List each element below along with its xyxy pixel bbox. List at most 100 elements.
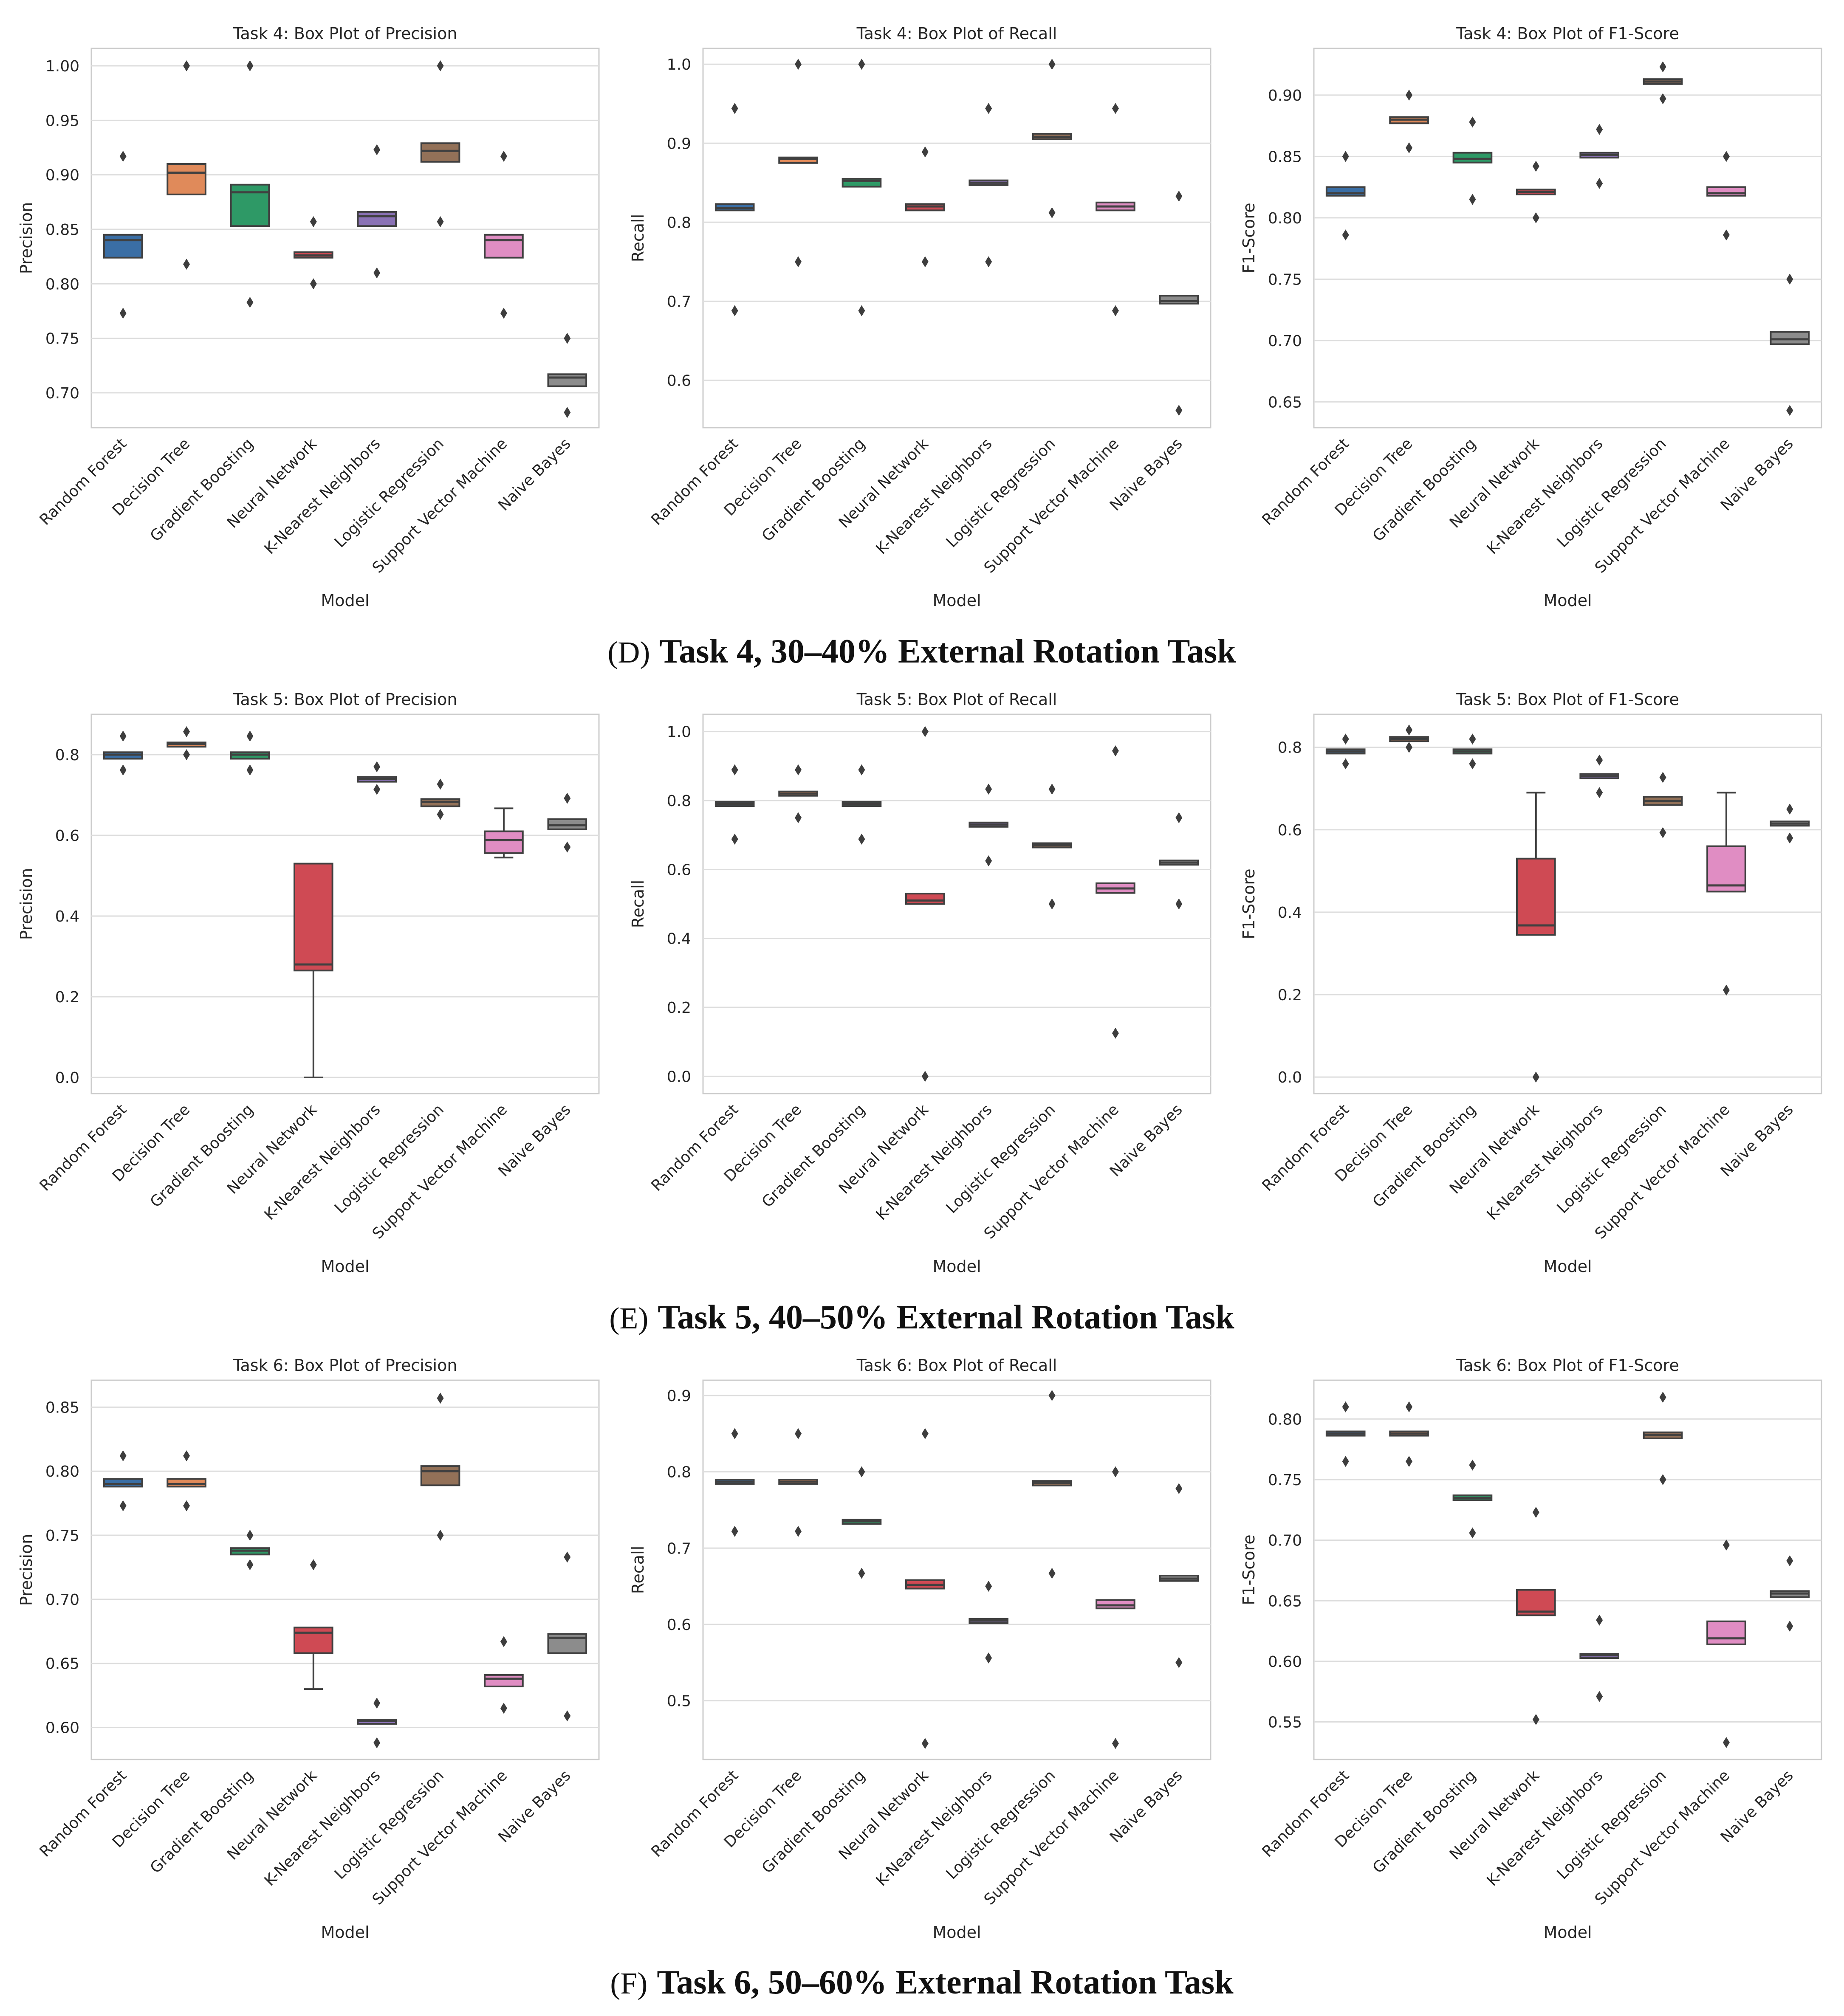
outlier-point xyxy=(1048,59,1056,70)
x-tick-label: Gradient Boosting xyxy=(1370,1767,1480,1877)
y-tick-label: 0.6 xyxy=(667,861,691,879)
box-6 xyxy=(1096,103,1135,316)
x-tick-label: Random Forest xyxy=(36,1101,130,1195)
panel-caption: (E) Task 5, 40–50% External Rotation Task xyxy=(609,1299,1234,1336)
box-7 xyxy=(547,333,587,418)
figure-row: 0.60 0.65 0.70 0.75 0.80 0.85 Task 6: Box Plot… xyxy=(17,1356,1822,2001)
outlier-point xyxy=(437,216,444,228)
x-axis-label: Model xyxy=(932,591,981,610)
outlier-point xyxy=(985,103,992,114)
y-tick-label: 0.4 xyxy=(55,908,79,925)
outlier-point xyxy=(246,296,254,308)
outlier-point xyxy=(858,833,865,845)
chart-title: Task 5: Box Plot of Precision xyxy=(233,690,457,709)
x-tick-label: Logistic Regression xyxy=(331,1101,447,1217)
box-6 xyxy=(1096,1466,1135,1749)
outlier-point xyxy=(1112,1466,1119,1477)
outlier-point xyxy=(1659,827,1666,838)
outlier-point xyxy=(795,812,802,823)
outlier-point xyxy=(795,1525,802,1537)
x-tick-label: Random Forest xyxy=(1259,435,1353,529)
outlier-point xyxy=(246,764,254,776)
chart-panel: 0.0 0.2 0.4 0.6 0.8 1.0 Task 5: Box Plot of Re… xyxy=(629,690,1211,1276)
chart-title: Task 6: Box Plot of Recall xyxy=(856,1356,1057,1375)
y-axis-label: Precision xyxy=(17,1534,36,1606)
outlier-point xyxy=(500,307,507,319)
box-iqr xyxy=(420,1465,460,1486)
box-3 xyxy=(294,863,333,1078)
outlier-point xyxy=(119,307,127,319)
box-5 xyxy=(420,60,460,228)
outlier-point xyxy=(985,256,992,268)
box-iqr xyxy=(294,1627,333,1654)
outlier-point xyxy=(858,1568,865,1579)
box-0 xyxy=(103,151,143,319)
chart-panel: 0.0 0.2 0.4 0.6 0.8 Task 5: Box Plot of Preci… xyxy=(17,690,600,1276)
box-0 xyxy=(103,1450,143,1511)
outlier-point xyxy=(1723,1737,1730,1748)
outlier-point xyxy=(985,1581,992,1592)
outlier-point xyxy=(1469,733,1476,745)
outlier-point xyxy=(1048,898,1056,910)
caption-text: Task 5, 40–50% External Rotation Task xyxy=(658,1299,1234,1336)
x-tick-label: K-Nearest Neighbors xyxy=(1484,435,1607,558)
box-4 xyxy=(969,1581,1008,1664)
box-iqr xyxy=(1516,857,1556,936)
x-tick-label: K-Nearest Neighbors xyxy=(261,1767,384,1889)
y-tick-label: 0.70 xyxy=(45,385,79,402)
box-5 xyxy=(1643,61,1683,104)
outlier-point xyxy=(921,726,929,737)
x-tick-label: K-Nearest Neighbors xyxy=(873,1767,996,1889)
chart-panel: 0.70 0.75 0.80 0.85 0.90 0.95 1.00 Task 4: Box … xyxy=(17,24,600,610)
outlier-point xyxy=(1342,1401,1349,1413)
box-1 xyxy=(1389,1401,1429,1467)
box-1 xyxy=(1389,89,1429,154)
outlier-point xyxy=(246,1530,254,1541)
outlier-point xyxy=(1175,405,1183,416)
x-tick-label: K-Nearest Neighbors xyxy=(261,435,384,558)
outlier-point xyxy=(1406,742,1413,753)
outlier-point xyxy=(1048,784,1056,795)
outlier-point xyxy=(564,1551,571,1563)
outlier-point xyxy=(1532,212,1539,223)
outlier-point xyxy=(1175,1483,1183,1494)
outlier-point xyxy=(731,1428,738,1439)
box-1 xyxy=(1389,724,1429,753)
plot-area xyxy=(1313,713,1822,1094)
x-tick-label: Logistic Regression xyxy=(1554,1767,1670,1883)
plot-area xyxy=(1313,1379,1822,1760)
outlier-point xyxy=(183,1450,190,1461)
y-tick-label: 0.8 xyxy=(667,1464,691,1481)
outlier-point xyxy=(1175,1657,1183,1668)
outlier-point xyxy=(985,1652,992,1664)
box-iqr xyxy=(103,1478,143,1488)
chart-title: Task 6: Box Plot of Precision xyxy=(233,1356,457,1375)
box-iqr xyxy=(1770,331,1810,345)
x-axis-label: Model xyxy=(1543,1257,1592,1276)
y-tick-label: 0.80 xyxy=(45,276,79,293)
box-7 xyxy=(1159,1483,1199,1668)
y-tick-label: 1.0 xyxy=(667,56,691,73)
x-tick-label: Random Forest xyxy=(1259,1101,1353,1195)
outlier-point xyxy=(437,809,444,820)
outlier-point xyxy=(858,764,865,775)
plot-area xyxy=(702,713,1211,1094)
x-tick-label: Support Vector Machine xyxy=(1592,1101,1733,1242)
outlier-point xyxy=(795,1428,802,1439)
box-5 xyxy=(420,1393,460,1541)
outlier-point xyxy=(373,761,381,773)
box-2 xyxy=(842,59,882,316)
x-axis-label: Model xyxy=(932,1923,981,1942)
y-tick-label: 0.8 xyxy=(1278,739,1302,757)
outlier-point xyxy=(119,1450,127,1461)
y-tick-label: 1.0 xyxy=(667,724,691,741)
y-tick-label: 0.4 xyxy=(1278,904,1302,922)
outlier-point xyxy=(1469,116,1476,128)
outlier-point xyxy=(1112,305,1119,316)
box-1 xyxy=(167,726,206,760)
box-7 xyxy=(547,1551,587,1722)
x-axis-label: Model xyxy=(1543,1923,1592,1942)
y-tick-label: 0.0 xyxy=(55,1069,79,1087)
outlier-point xyxy=(1175,190,1183,202)
outlier-point xyxy=(985,855,992,867)
